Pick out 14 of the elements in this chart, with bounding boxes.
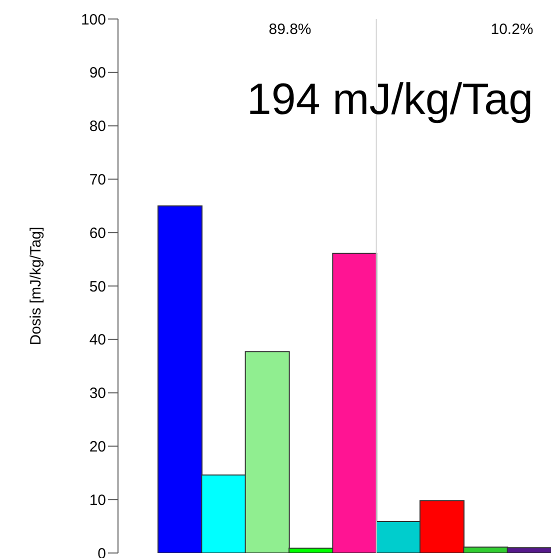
y-axis-title: Dosis [mJ/kg/Tag] — [27, 226, 44, 346]
y-tick-label: 40 — [89, 332, 106, 349]
y-tick-label: 70 — [89, 172, 106, 189]
y-tick-label: 50 — [89, 278, 106, 296]
y-tick-label: 80 — [89, 118, 106, 136]
y-tick-label: 10 — [89, 492, 106, 509]
annotation: 10.2% — [490, 21, 534, 38]
y-tick-label: 60 — [89, 224, 106, 242]
y-tick-label: 90 — [89, 64, 106, 82]
y-tick-label: 20 — [89, 438, 106, 456]
y-tick-label: 30 — [89, 385, 106, 402]
y-tick-label: 100 — [80, 11, 106, 28]
annotation: 89.8% — [268, 21, 312, 38]
annotation: 194 mJ/kg/Tag — [246, 75, 534, 124]
